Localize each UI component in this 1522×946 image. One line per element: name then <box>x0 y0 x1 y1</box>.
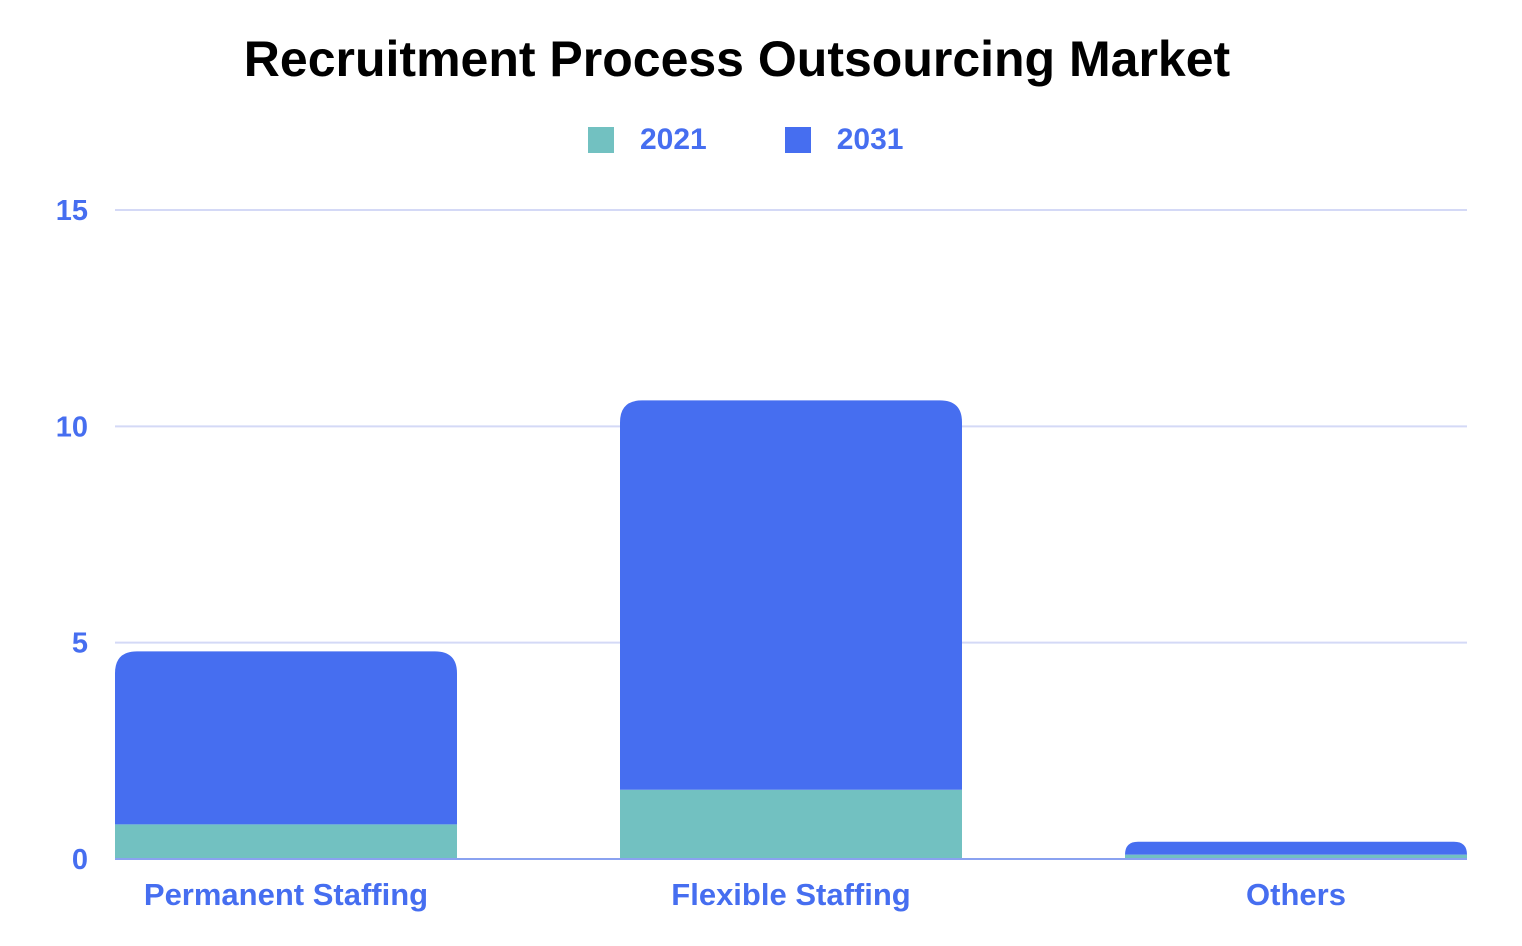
legend-swatch-2031 <box>784 127 811 153</box>
bar-others-2031 <box>1125 841 1467 855</box>
x-tick-label-others: Others <box>1246 877 1346 912</box>
legend-swatch-2021 <box>588 127 614 153</box>
bar-permanent-staffing-2031 <box>115 651 457 825</box>
x-tick-label-flexible-staffing: Flexible Staffing <box>671 877 910 912</box>
legend-item-2021[interactable]: 2021 <box>588 123 707 157</box>
bar-others-2021 <box>1125 854 1467 859</box>
legend-label-2021: 2021 <box>640 123 707 156</box>
bar-permanent-staffing-2021 <box>115 824 457 859</box>
chart-title: Recruitment Process Outsourcing Market <box>243 31 1231 87</box>
bar-flexible-staffing-2031 <box>620 400 962 790</box>
y-tick-label-5: 5 <box>72 628 88 660</box>
bar-flexible-staffing-2021 <box>620 789 962 859</box>
legend-item-2031[interactable]: 2031 <box>784 123 904 157</box>
x-tick-label-permanent-staffing: Permanent Staffing <box>144 877 428 912</box>
y-tick-label-15: 15 <box>56 195 88 227</box>
y-tick-label-10: 10 <box>56 411 88 443</box>
legend: 2021 2031 <box>588 120 982 160</box>
legend-label-2031: 2031 <box>836 123 904 156</box>
y-tick-label-0: 0 <box>72 844 88 876</box>
